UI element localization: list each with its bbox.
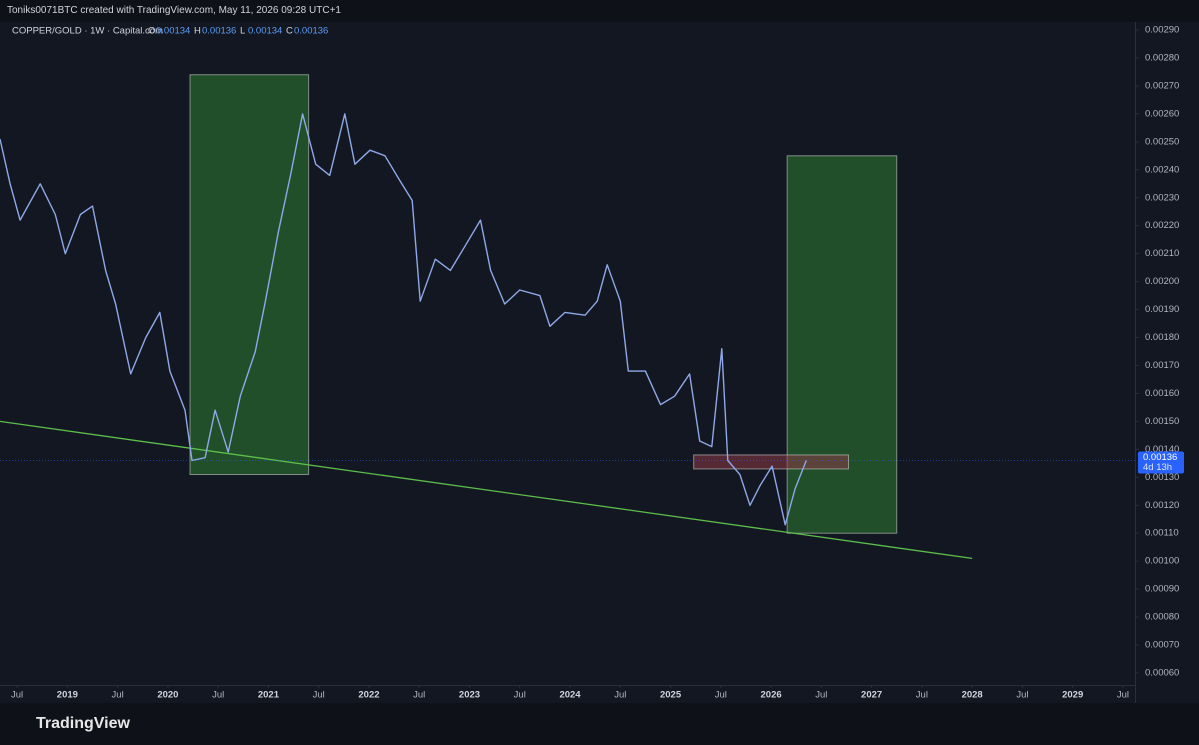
y-tick-label: 0.00190 (1145, 304, 1179, 315)
ohlc-label: L (240, 26, 245, 37)
x-tick-label: Jul (815, 690, 827, 701)
y-tick-label: 0.00220 (1145, 220, 1179, 231)
x-tick-label: Jul (916, 690, 928, 701)
y-tick-label: 0.00180 (1145, 332, 1179, 343)
x-tick-label: Jul (614, 690, 626, 701)
x-tick-label: 2022 (358, 690, 379, 701)
x-tick-label: Jul (313, 690, 325, 701)
trendline (0, 420, 973, 560)
symbol-line: COPPER/GOLD · 1W · Capital.com (12, 26, 163, 37)
x-tick-label: Jul (112, 690, 124, 701)
y-tick-label: 0.00070 (1145, 640, 1179, 651)
x-tick-label: Jul (1016, 690, 1028, 701)
x-tick-label: 2027 (861, 690, 882, 701)
x-tick-label: 2021 (258, 690, 280, 701)
y-tick-label: 0.00090 (1145, 584, 1179, 595)
y-tick-label: 0.00110 (1145, 528, 1179, 539)
y-tick-label: 0.00170 (1145, 360, 1179, 371)
y-tick-label: 0.00200 (1145, 276, 1179, 287)
ohlc-label: O (148, 26, 155, 37)
ohlc-value: 0.00134 (248, 26, 282, 37)
header-bar: Toniks0071BTC created with TradingView.c… (0, 0, 1199, 22)
y-tick-label: 0.00250 (1145, 136, 1179, 147)
y-tick-label: 0.00130 (1145, 472, 1179, 483)
x-tick-label: Jul (11, 690, 23, 701)
footer-bar: TradingView (0, 703, 1199, 745)
y-tick-label: 0.00150 (1145, 416, 1179, 427)
countdown-label: 4d 13h (1143, 462, 1172, 473)
x-tick-label: Jul (514, 690, 526, 701)
y-tick-label: 0.00120 (1145, 500, 1179, 511)
chart-background (0, 22, 1199, 703)
position-box (189, 74, 310, 476)
y-tick-label: 0.00160 (1145, 388, 1179, 399)
x-tick-label: Jul (715, 690, 727, 701)
x-tick-label: 2020 (157, 690, 178, 701)
x-tick-label: 2025 (660, 690, 682, 701)
x-tick-label: 2029 (1062, 690, 1083, 701)
x-tick-label: 2026 (761, 690, 782, 701)
price-line (0, 113, 807, 526)
ohlc-label: C (286, 26, 293, 37)
ohlc-value: 0.00136 (294, 26, 328, 37)
ohlc-value: 0.00136 (202, 26, 236, 37)
last-price-label: 0.00136 (1143, 452, 1177, 463)
y-tick-label: 0.00280 (1145, 52, 1179, 63)
y-tick-label: 0.00080 (1145, 612, 1179, 623)
x-tick-label: 2024 (559, 690, 581, 701)
x-tick-label: Jul (1117, 690, 1129, 701)
y-tick-label: 0.00100 (1145, 556, 1179, 567)
brand-logo: TradingView (36, 715, 130, 732)
y-tick-label: 0.00260 (1145, 108, 1179, 119)
y-tick-label: 0.00290 (1145, 25, 1179, 36)
x-tick-label: 2019 (57, 690, 78, 701)
ohlc-label: H (194, 26, 201, 37)
last-price-badge (1138, 451, 1184, 474)
y-tick-label: 0.00210 (1145, 248, 1179, 259)
ohlc-value: 0.00134 (156, 26, 190, 37)
symbol-legend: COPPER/GOLD · 1W · Capital.com O 0.00134 H… (12, 26, 328, 37)
y-tick-label: 0.00060 (1145, 668, 1179, 679)
y-tick-label: 0.00140 (1145, 444, 1179, 455)
y-tick-label: 0.00270 (1145, 80, 1179, 91)
position-box (786, 155, 898, 534)
chart: COPPER/GOLD · 1W · Capital.com O 0.00134 H… (0, 22, 1199, 703)
x-tick-label: Jul (212, 690, 224, 701)
x-tick-label: 2023 (459, 690, 480, 701)
y-tick-label: 0.00230 (1145, 192, 1179, 203)
author-line: Toniks0071BTC created with TradingView.c… (7, 5, 341, 16)
x-tick-label: 2028 (962, 690, 983, 701)
y-tick-label: 0.00240 (1145, 164, 1179, 175)
x-tick-label: Jul (413, 690, 425, 701)
